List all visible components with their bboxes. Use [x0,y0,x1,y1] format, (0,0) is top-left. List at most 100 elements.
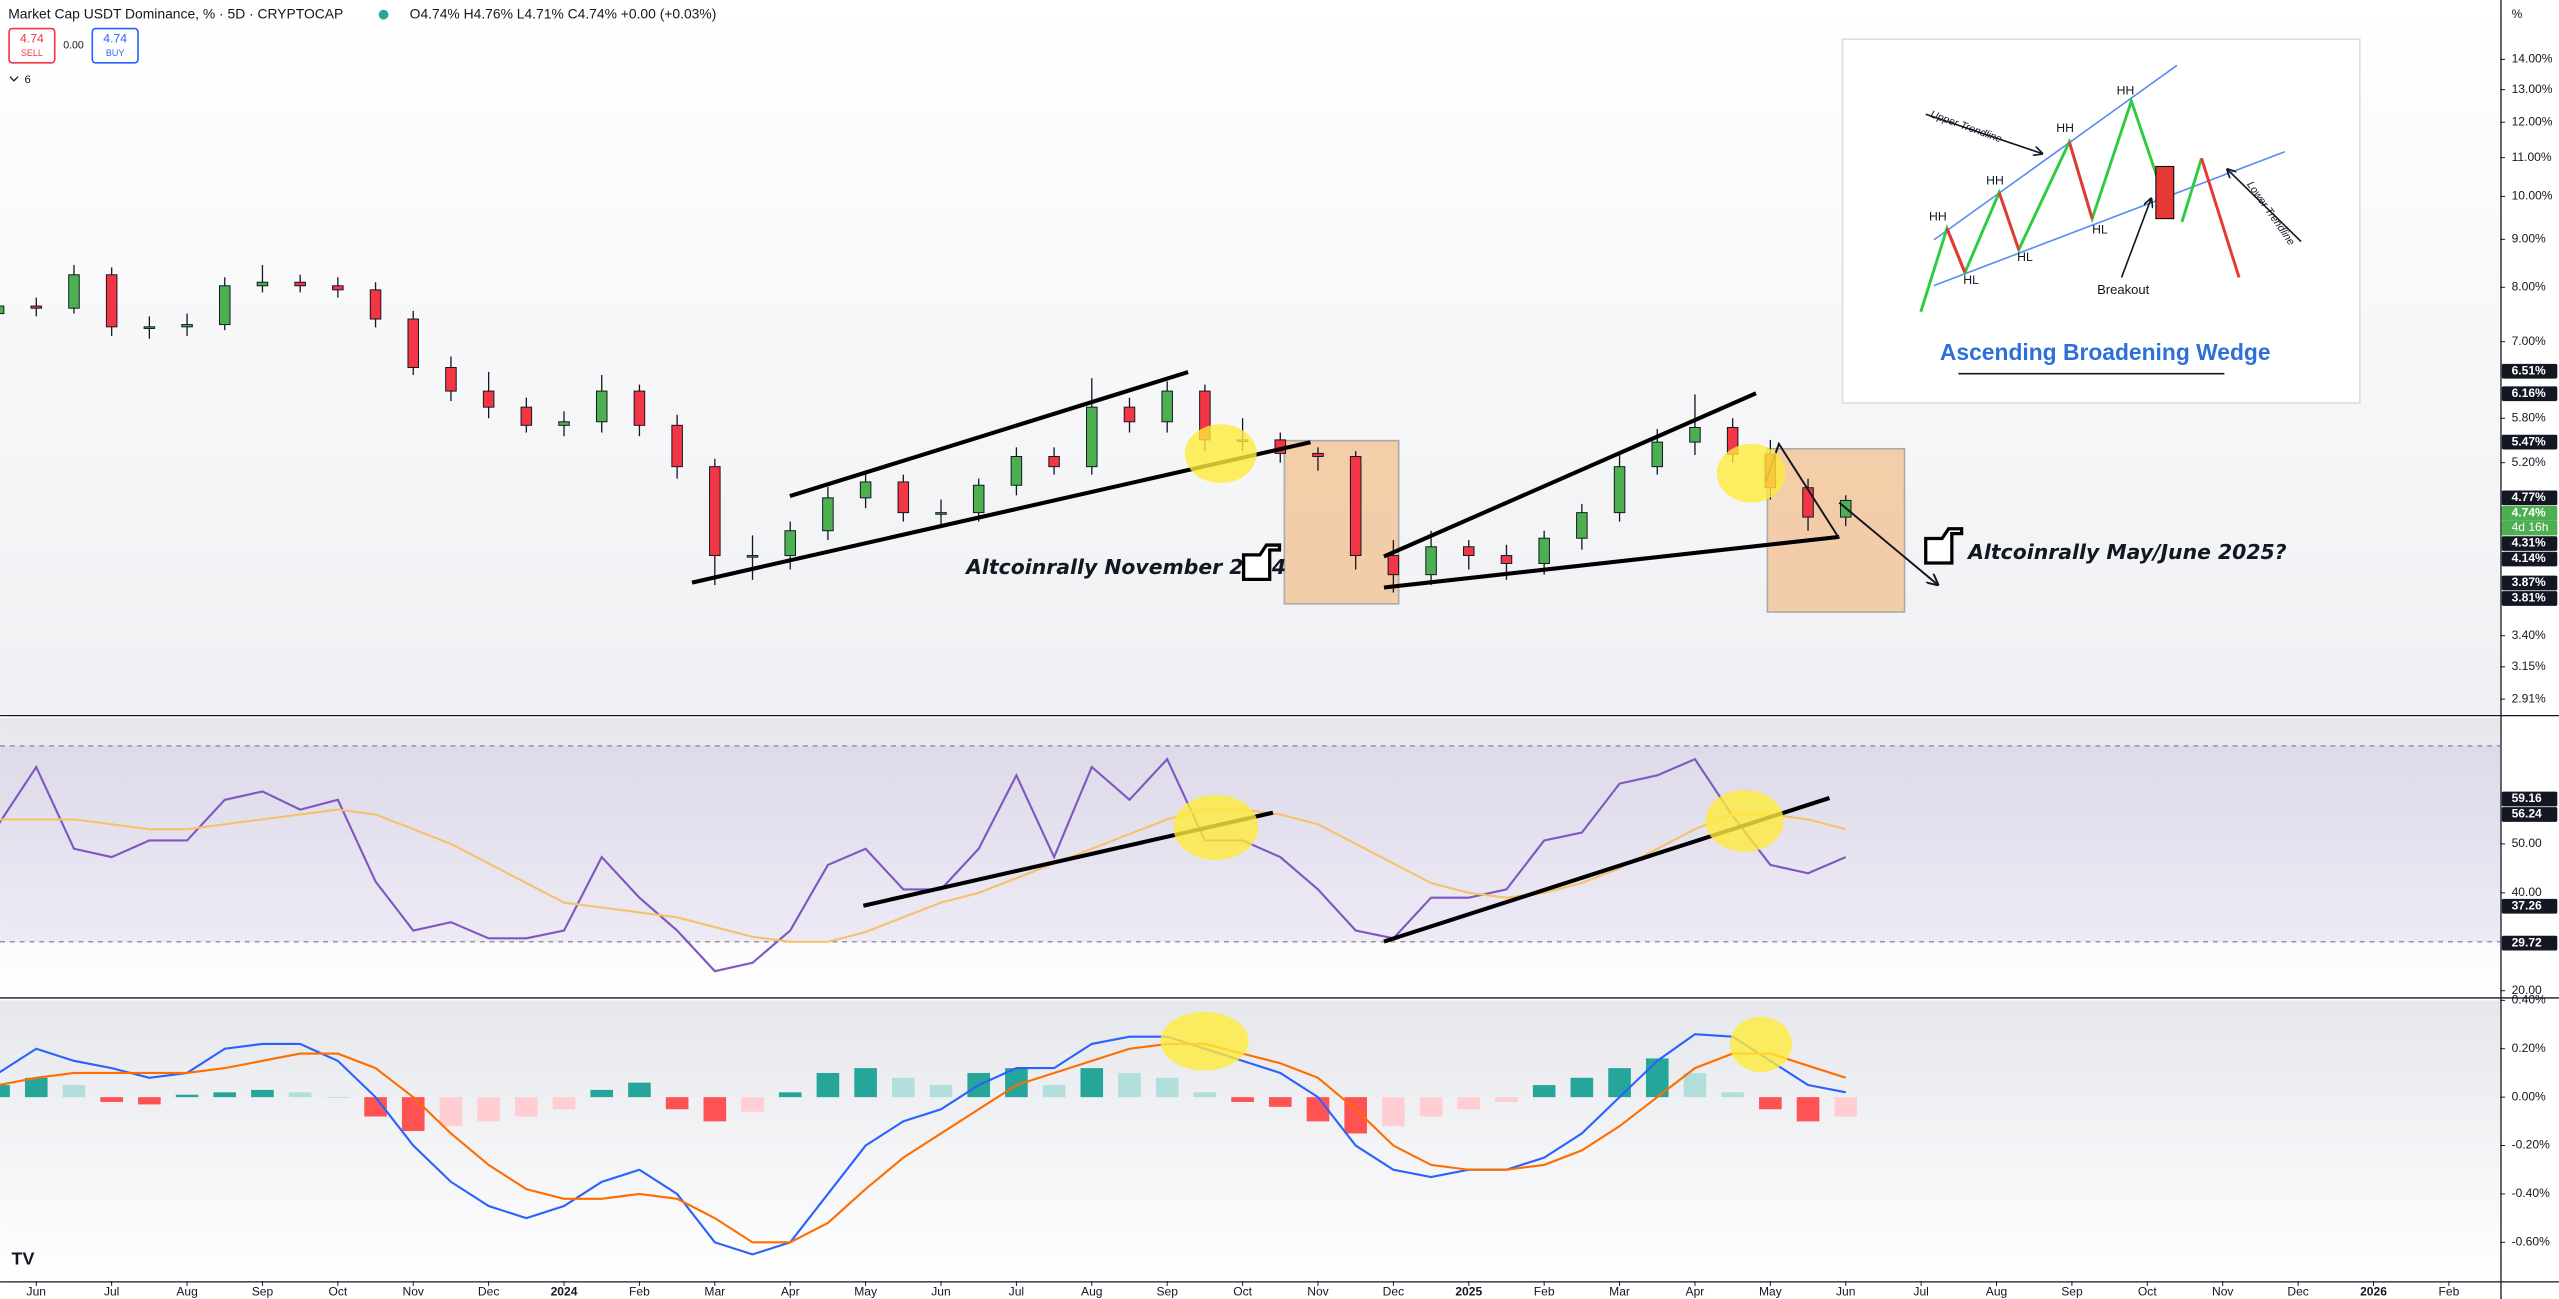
symbol-title[interactable]: Market Cap USDT Dominance, % · 5D · CRYP… [8,5,343,21]
x-tick-label: Aug [1081,1285,1102,1299]
inset-label: HH [2056,121,2074,135]
sell-button[interactable] [8,27,56,64]
macd-pane [0,1000,2501,1282]
highlight [1716,443,1786,503]
histogram-bar [326,1097,350,1098]
candle-body [633,390,646,426]
histogram-bar [1042,1085,1066,1098]
buy-button[interactable] [91,27,139,64]
histogram-bar [628,1082,651,1098]
countdown-bg [2501,520,2558,536]
inset-up [2180,157,2203,223]
price-marker-label: 5.47% [2512,434,2546,448]
drawings: Altcoinrally November 2024 Altcoinrally … [8,5,2522,1268]
price-marker [2501,575,2558,591]
candle-body [1123,406,1136,423]
candle-body [1538,537,1550,564]
hand-icon [1924,527,1964,565]
price-marker [2501,791,2558,807]
y-tick-label: 9.00% [2512,232,2546,246]
price-marker [2501,434,2558,450]
histogram-bar [138,1097,161,1105]
inset-arrow [2228,170,2302,243]
histogram-bar [552,1097,576,1110]
candle-body [595,390,608,423]
price-marker-label: 37.26 [2512,898,2542,912]
highlight [1705,789,1784,852]
highlight-box [1283,439,1400,605]
candle-body [30,305,43,309]
y-tick-label: 10.00% [2512,189,2553,203]
histogram-bar [778,1092,802,1098]
highlight-box [1766,447,1906,613]
y-tick-label: 5.80% [2512,410,2546,424]
candle-body [822,497,834,532]
inset-label: HH [1986,173,2004,187]
candle-body [143,326,156,329]
price-marker [2501,898,2558,914]
price-marker [2501,536,2558,551]
price-marker [2501,363,2558,379]
inset-label: HL [2092,222,2108,236]
histogram-bar [515,1097,538,1117]
y-tick-label: 0.40% [2512,993,2546,1007]
highlight [1729,1016,1792,1073]
price-marker-label: 4.74% [2512,506,2546,520]
candle-body [1086,406,1098,468]
inset-label: Breakout [2097,282,2150,297]
y-tick-label: 5.20% [2512,455,2546,469]
x-tick-label: Nov [1307,1285,1328,1299]
y-tick-label: 11.00% [2512,150,2552,164]
candle-body [0,305,5,315]
highlight [1173,794,1259,861]
histogram-bar [251,1089,274,1098]
indicator-line [0,757,1847,973]
x-tick-label: May [854,1285,877,1299]
x-tick-label: Sep [1156,1285,1178,1299]
price-marker-label: 4.77% [2512,490,2546,504]
histogram-bar [1796,1097,1820,1122]
candle-body [218,285,231,326]
price-marker-label: 56.24 [2512,807,2542,821]
candle-body [671,424,683,468]
scale-unit[interactable]: % [2512,7,2523,21]
buy-price: 4.74 [103,31,127,45]
x-tick-label: Feb [1534,1285,1555,1299]
candle-body [1802,487,1814,518]
y-tick-label: 0.00% [2512,1089,2546,1103]
y-tick-label: 20.00 [2512,983,2542,997]
histogram-bar [24,1077,48,1098]
price-marker [2501,386,2558,402]
indicator-toggle[interactable] [9,76,19,82]
candle-body [558,421,570,426]
candle-body [935,512,947,515]
x-tick-label: Oct [328,1285,347,1299]
x-tick-label: Apr [1686,1285,1705,1299]
candle-body [1463,546,1475,557]
histogram-bar [1382,1097,1405,1127]
x-tick-label: Sep [252,1285,274,1299]
histogram-bar [1155,1077,1179,1098]
highlight [1160,1011,1249,1071]
inset-label: HH [1929,209,1947,223]
x-tick-label: Aug [176,1285,197,1299]
candle-body [1349,456,1362,557]
candle-body [181,324,193,328]
trendline [1383,391,1757,559]
price-marker-label: 59.16 [2512,791,2542,805]
candle-body [1651,441,1664,468]
candle-body [709,466,721,557]
y-tick-label: -0.40% [2512,1186,2550,1200]
candle-body [1312,452,1324,457]
x-tick-label: Jun [1836,1285,1855,1299]
histogram-bar [1080,1068,1104,1098]
x-tick-label: Aug [1986,1285,2007,1299]
x-tick-label: Oct [2138,1285,2157,1299]
inset-trendline [1933,64,2178,241]
rsi-pane [0,718,2501,998]
x-tick-label: 2024 [551,1285,578,1299]
inset-label: HH [2117,84,2135,98]
inset-diagram: HH HH HH HH HL HL HL Upper Trendline Low… [1841,38,2361,404]
histogram-bar [1834,1097,1858,1117]
histogram-bar [1344,1097,1367,1134]
